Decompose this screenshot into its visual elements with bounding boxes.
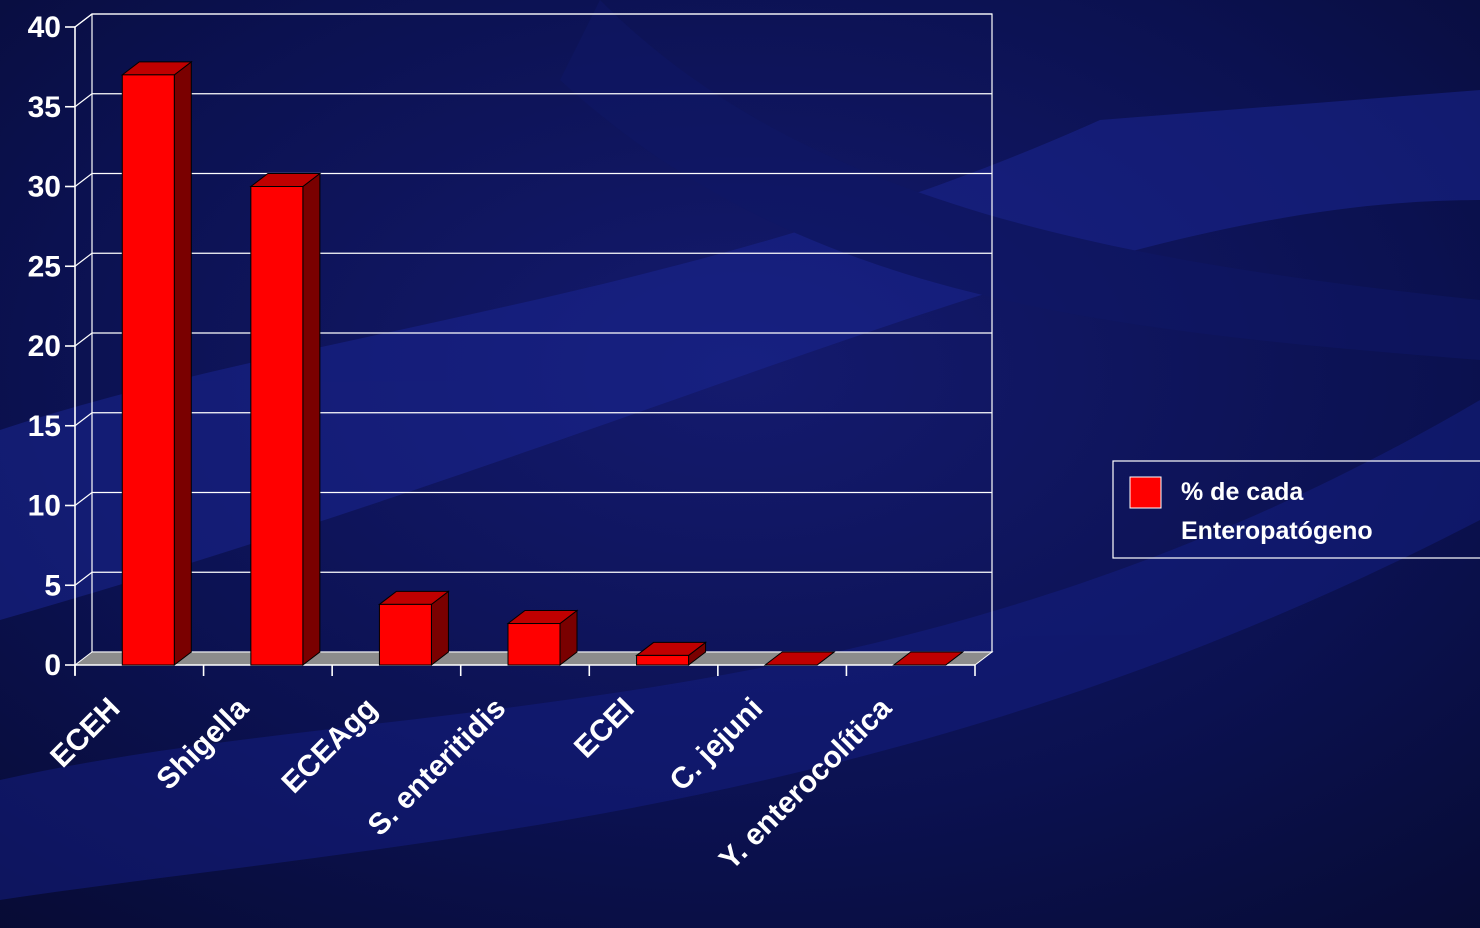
y-tick-label: 20 xyxy=(28,330,61,363)
legend-label-line-1: % de cada xyxy=(1181,478,1304,506)
bar-top xyxy=(763,651,836,666)
bar-top xyxy=(892,651,965,666)
bar-front xyxy=(636,654,690,666)
side-gridline xyxy=(74,412,93,427)
y-tick-label: 10 xyxy=(28,490,61,523)
y-tick-labels: 0 5 10 15 20 25 30 35 40 xyxy=(28,11,61,682)
y-tick-label: 35 xyxy=(28,91,61,124)
bar xyxy=(120,60,193,667)
bar-side xyxy=(173,60,192,667)
y-tick-label: 0 xyxy=(44,649,61,682)
bar-front xyxy=(250,186,304,666)
bar-front xyxy=(507,623,561,666)
bar xyxy=(635,641,708,667)
y-axis xyxy=(65,26,76,675)
bar-side xyxy=(302,172,321,667)
y-tick-label: 15 xyxy=(28,410,61,443)
y-tick-label: 40 xyxy=(28,11,61,44)
legend-swatch xyxy=(1129,476,1162,509)
legend: % de cada Enteropatógeno xyxy=(1112,460,1480,559)
gridlines xyxy=(74,13,992,586)
side-gridline xyxy=(74,173,93,187)
side-gridline xyxy=(74,13,93,28)
bar xyxy=(506,609,579,667)
y-tick-label: 5 xyxy=(44,569,61,602)
y-tick-label: 30 xyxy=(28,171,61,204)
side-gridline xyxy=(74,571,93,586)
side-gridline xyxy=(74,252,93,267)
bar-front xyxy=(121,74,175,666)
side-gridline xyxy=(74,332,93,347)
side-gridline xyxy=(74,492,93,506)
bar xyxy=(377,590,450,667)
bar-series xyxy=(120,60,965,667)
bar xyxy=(249,172,322,667)
bar-front xyxy=(378,603,432,666)
legend-box xyxy=(1112,460,1480,559)
side-gridline xyxy=(74,93,93,108)
legend-label-line-2: Enteropatógeno xyxy=(1181,517,1373,545)
y-tick-label: 25 xyxy=(28,250,61,283)
bar xyxy=(763,651,836,666)
background-swooshes xyxy=(0,0,1480,900)
bar xyxy=(892,651,965,666)
